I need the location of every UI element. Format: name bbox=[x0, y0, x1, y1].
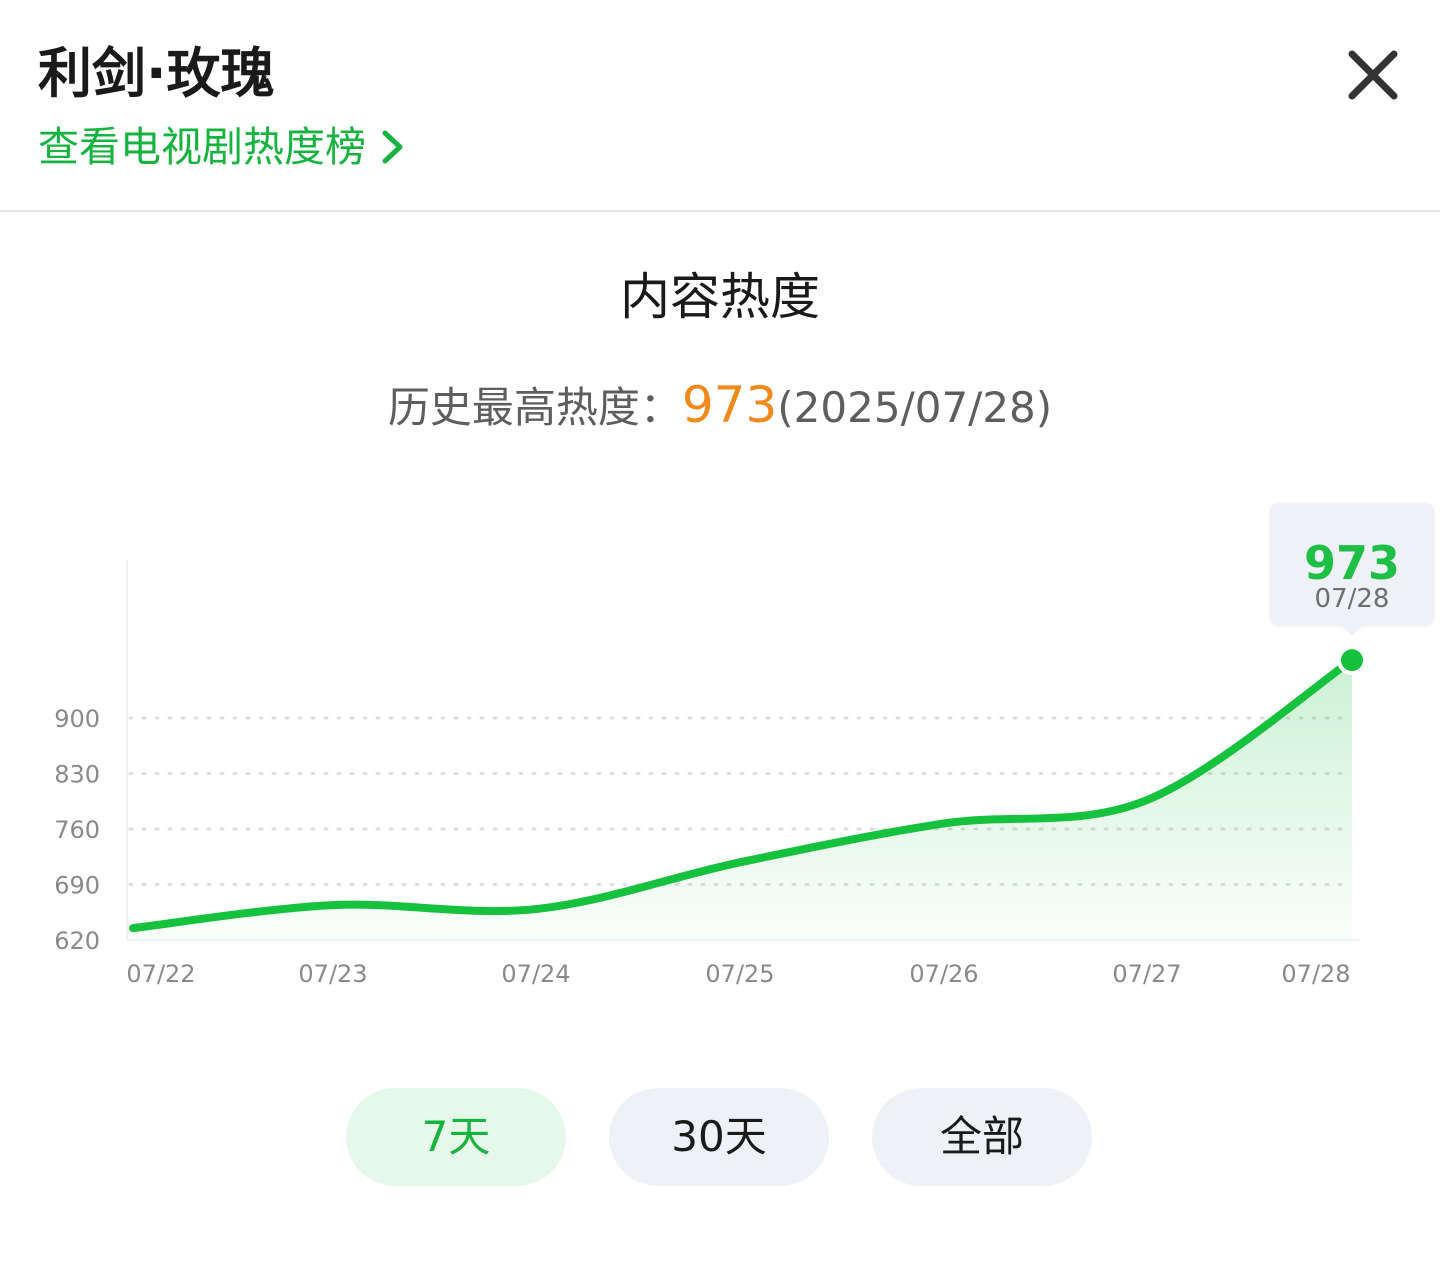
chart-title: 内容热度 bbox=[620, 268, 820, 326]
tooltip-box bbox=[1270, 503, 1434, 625]
tv-ranking-link[interactable]: 查看电视剧热度榜 bbox=[38, 118, 406, 176]
series-area bbox=[133, 660, 1352, 940]
y-tick-label: 830 bbox=[54, 761, 100, 789]
x-tick-label: 07/27 bbox=[1112, 960, 1181, 988]
range-30-days-button[interactable]: 30天 bbox=[609, 1088, 829, 1186]
y-tick-label: 690 bbox=[54, 872, 100, 900]
tooltip-pointer bbox=[1341, 625, 1363, 636]
tooltip-value: 973 bbox=[1304, 536, 1400, 590]
highlight-point bbox=[1341, 649, 1363, 672]
heat-chart: 620 690 760 830 900 07/22 07/23 07/24 07/25 07/2… bbox=[54, 503, 1434, 988]
drama-title: 利剑·玫瑰 bbox=[38, 42, 275, 105]
record-value: 973 bbox=[681, 376, 778, 434]
tv-ranking-link-label: 查看电视剧热度榜 bbox=[38, 123, 366, 171]
chevron-right-icon bbox=[382, 130, 403, 164]
header-divider bbox=[0, 210, 1440, 212]
close-icon[interactable] bbox=[1342, 44, 1404, 106]
x-tick-label: 07/23 bbox=[298, 960, 367, 988]
header: 利剑·玫瑰 查看电视剧热度榜 bbox=[0, 0, 1440, 211]
y-tick-label: 760 bbox=[54, 816, 100, 844]
x-tick-label: 07/25 bbox=[705, 960, 774, 988]
range-all-button[interactable]: 全部 bbox=[872, 1088, 1092, 1186]
record-date: (2025/07/28) bbox=[777, 383, 1053, 432]
x-tick-label: 07/24 bbox=[501, 960, 570, 988]
x-tick-label: 07/22 bbox=[126, 960, 195, 988]
record-label: 历史最高热度： bbox=[387, 383, 682, 432]
range-7-days-button[interactable]: 7天 bbox=[346, 1088, 566, 1186]
x-tick-label: 07/28 bbox=[1281, 960, 1350, 988]
x-tick-label: 07/26 bbox=[909, 960, 978, 988]
y-tick-label: 620 bbox=[54, 927, 100, 955]
y-tick-label: 900 bbox=[54, 705, 100, 733]
series-line bbox=[129, 656, 1356, 933]
record-heat: 历史最高热度：973(2025/07/28) bbox=[0, 374, 1440, 439]
tooltip-date: 07/28 bbox=[1315, 584, 1390, 614]
